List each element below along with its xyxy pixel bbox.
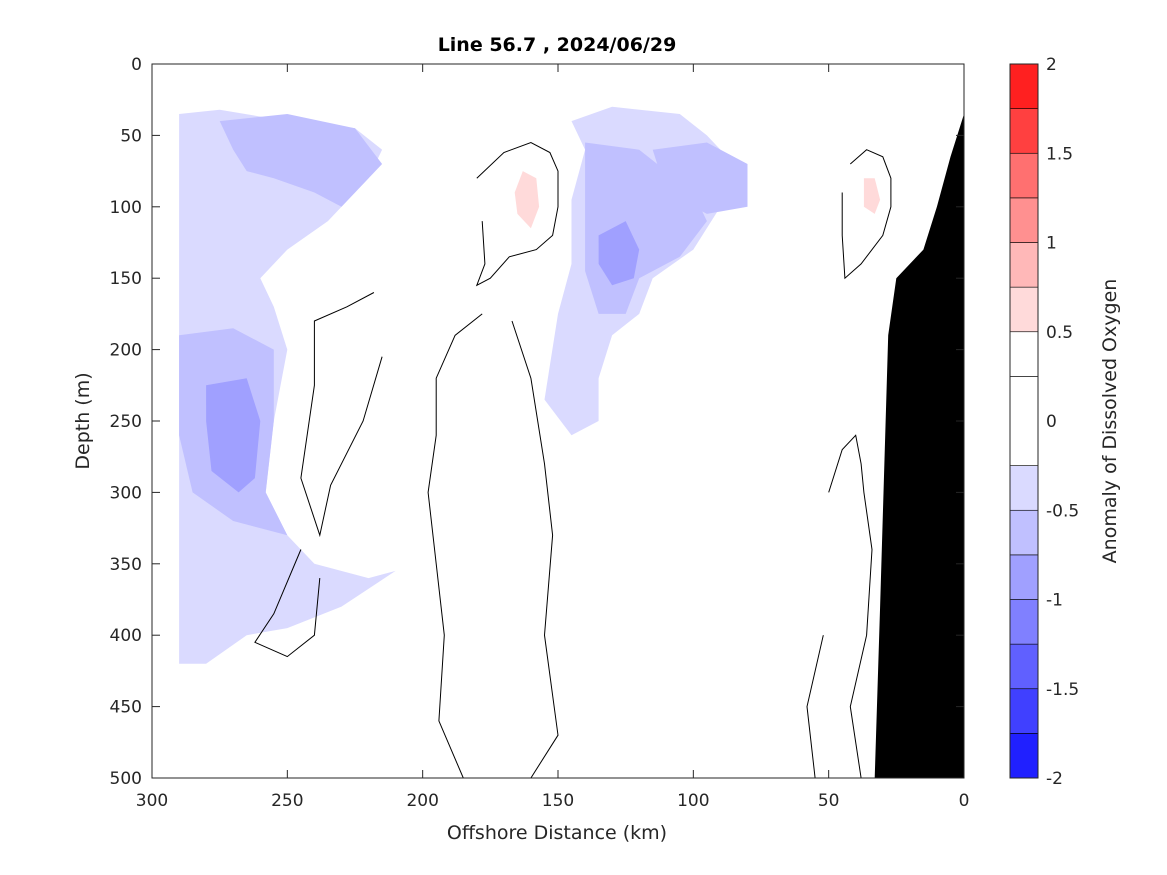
x-tick-label: 150 <box>542 791 574 811</box>
anomaly-region-12 <box>514 171 540 229</box>
colorbar-band <box>1009 554 1039 600</box>
colorbar-tick-label: 2 <box>1046 55 1057 75</box>
contour-fill-layer <box>179 71 889 707</box>
colorbar-band <box>1009 733 1039 779</box>
colorbar-band <box>1009 465 1039 511</box>
y-tick-label: 500 <box>110 769 142 789</box>
x-tick-label: 50 <box>818 791 840 811</box>
y-tick-label: 450 <box>110 698 142 718</box>
zero-contour-1 <box>841 149 892 280</box>
y-tick-label: 350 <box>110 555 142 575</box>
colorbar-band <box>1009 331 1039 377</box>
anomaly-region-3 <box>219 114 383 207</box>
x-tick-label: 300 <box>136 791 168 811</box>
y-tick-label: 0 <box>131 55 142 75</box>
y-axis-title: Depth (m) <box>72 372 94 469</box>
colorbar-title: Anomaly of Dissolved Oxygen <box>1099 279 1121 564</box>
colorbar-band <box>1009 509 1039 556</box>
anomaly-region-7 <box>206 378 261 493</box>
colorbar-tick-label: -1.5 <box>1046 680 1079 700</box>
x-tick-label: 250 <box>271 791 303 811</box>
colorbar-band <box>1009 242 1039 288</box>
y-tick-label: 200 <box>110 341 142 361</box>
zero-contour-4 <box>254 549 321 658</box>
colorbar-band <box>1009 599 1039 645</box>
colorbar-tick-label: -2 <box>1046 769 1063 789</box>
colorbar-tick-label: -0.5 <box>1046 501 1079 521</box>
colorbar-frame <box>1009 63 1039 779</box>
anomaly-region-6 <box>652 142 748 214</box>
colorbar-tick-label: 1 <box>1046 234 1057 254</box>
x-tick-label: 200 <box>406 791 438 811</box>
seafloor-bathymetry <box>874 114 964 778</box>
y-tick-label: 100 <box>110 198 142 218</box>
x-tick-label: 0 <box>959 791 970 811</box>
colorbar-tick-label: 0.5 <box>1046 323 1073 343</box>
x-tick-label: 100 <box>677 791 709 811</box>
y-tick-label: 300 <box>110 483 142 503</box>
colorbar-band <box>1009 688 1039 734</box>
colorbar: 2 1.5 1 0.5 0 -0.5 -1 -1.5 -2 <box>1009 55 1079 789</box>
y-tick-label: 400 <box>110 626 142 646</box>
colorbar-band <box>1009 108 1039 154</box>
anomaly-region-13 <box>863 178 881 214</box>
x-axis: 300 250 200 150 100 50 0 <box>136 64 970 811</box>
colorbar-tick-label: 0 <box>1046 412 1057 432</box>
colorbar-tick-label: -1 <box>1046 591 1063 611</box>
colorbar-tick-label: 1.5 <box>1046 144 1073 164</box>
colorbar-band <box>1009 197 1039 243</box>
zero-contour-layer <box>254 141 892 778</box>
y-tick-label: 50 <box>120 126 142 146</box>
zero-contour-5 <box>806 434 873 778</box>
colorbar-band <box>1009 643 1039 690</box>
anomaly-region-1 <box>179 109 396 664</box>
colorbar-band <box>1009 63 1039 109</box>
zero-contour-2 <box>300 292 383 538</box>
zero-contour-3 <box>427 313 559 778</box>
bathymetry-layer <box>874 114 964 778</box>
colorbar-band <box>1009 286 1039 333</box>
anomaly-region-8 <box>598 221 640 286</box>
zero-contour-0 <box>475 141 559 287</box>
x-axis-title: Offshore Distance (km) <box>447 822 667 844</box>
y-tick-label: 150 <box>110 269 142 289</box>
anomaly-region-11 <box>455 463 526 579</box>
y-tick-label: 250 <box>110 412 142 432</box>
y-axis: 0 50 100 150 200 250 300 350 400 450 500 <box>110 55 964 789</box>
colorbar-band <box>1009 152 1039 199</box>
chart-title: Line 56.7 , 2024/06/29 <box>438 34 677 56</box>
colorbar-band <box>1009 376 1039 466</box>
